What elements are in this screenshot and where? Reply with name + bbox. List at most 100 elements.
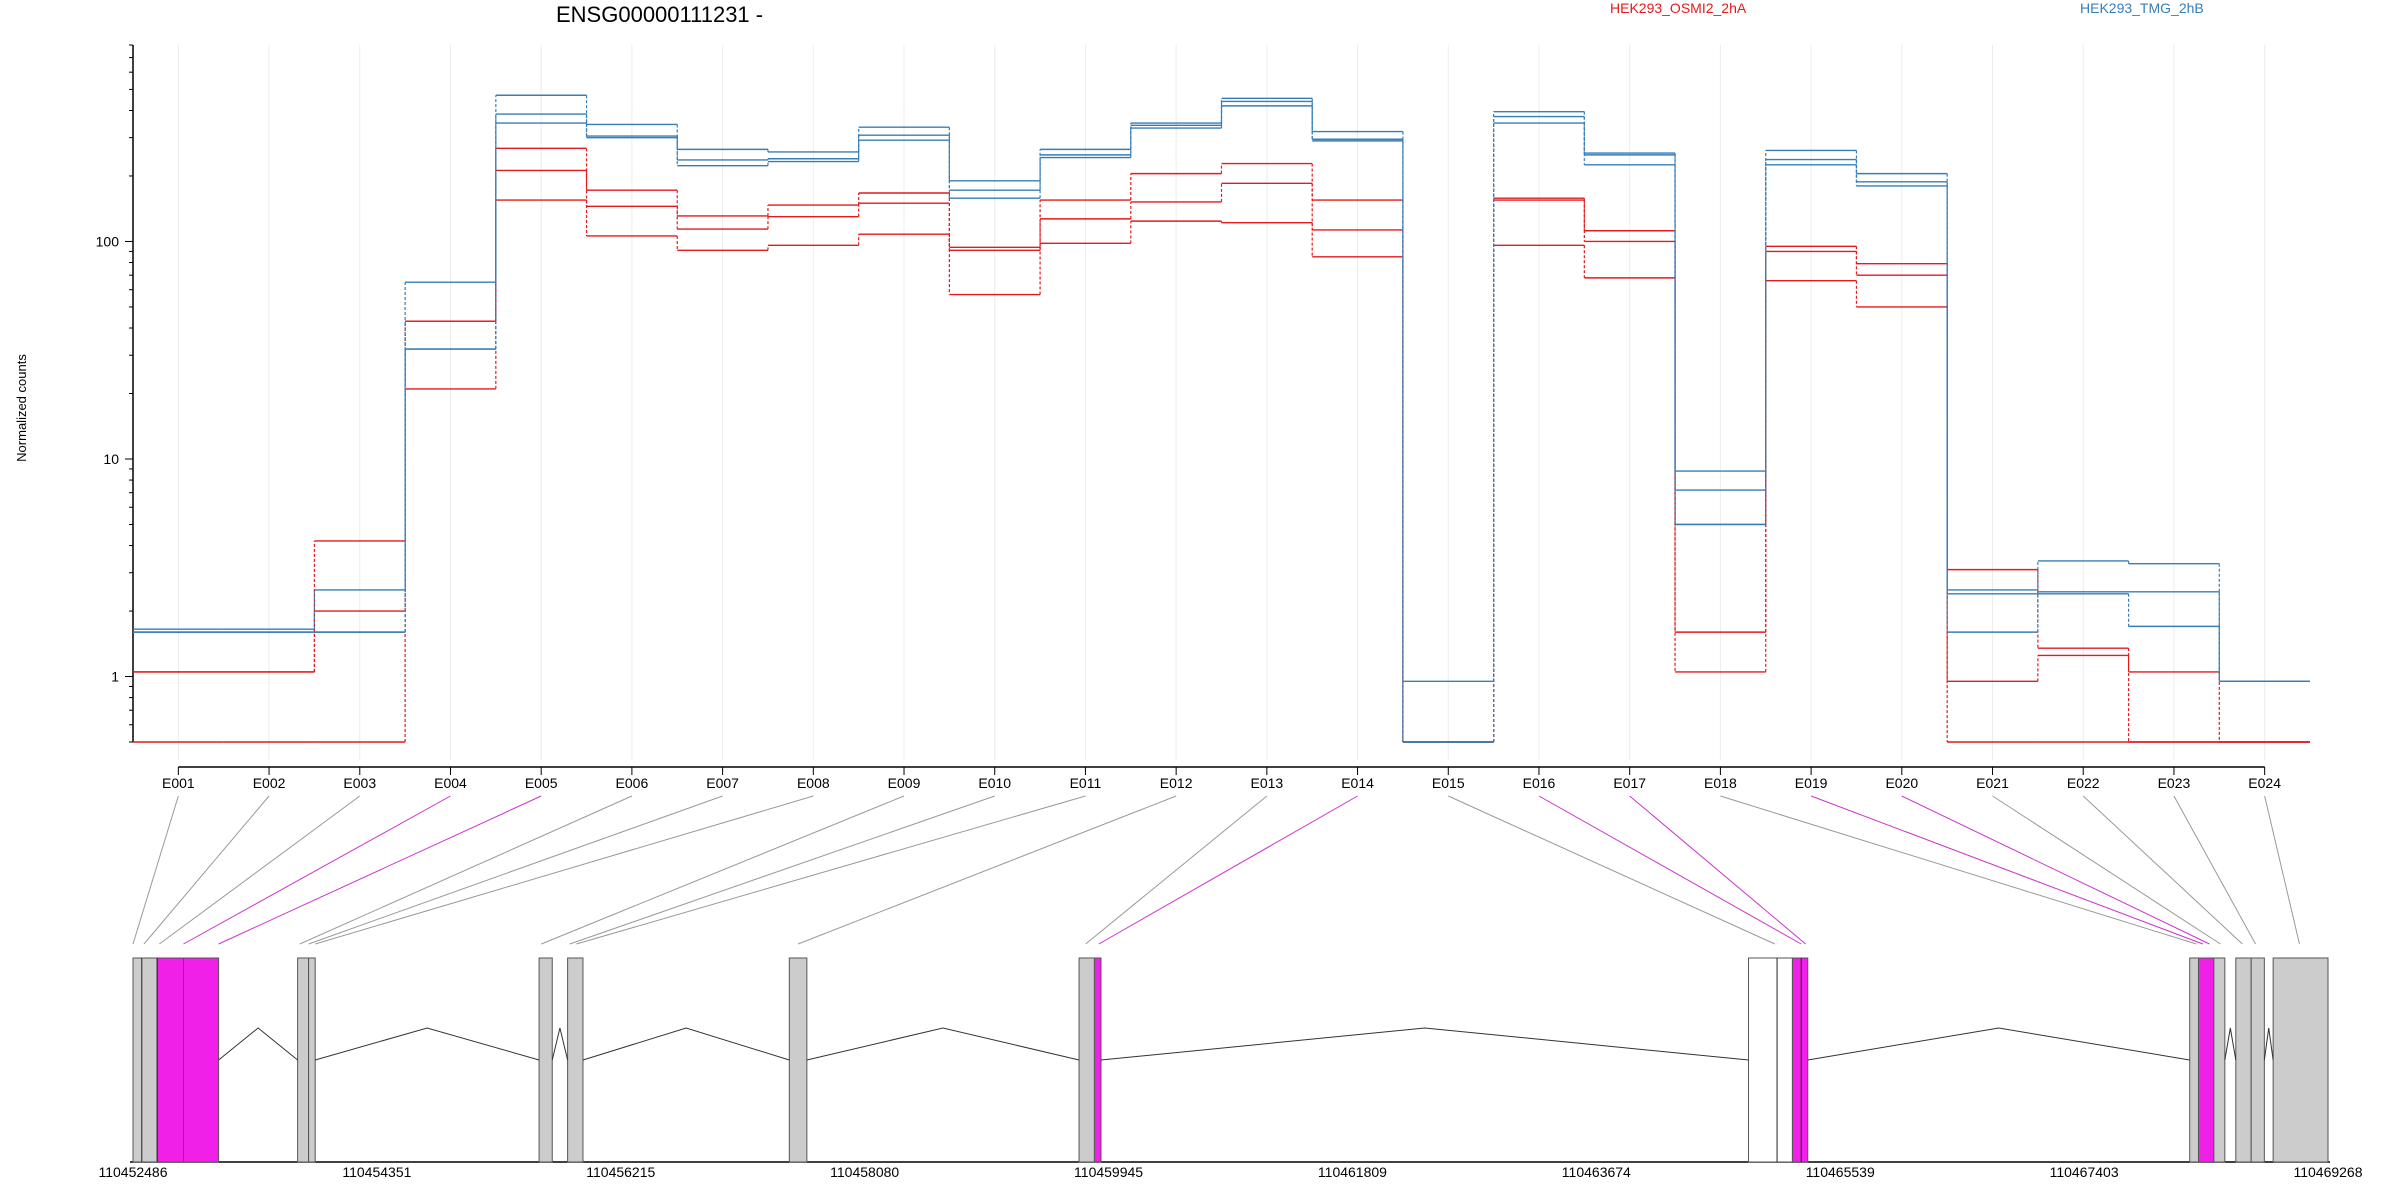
exon-mapping-line bbox=[1085, 795, 1268, 945]
exon-box bbox=[1093, 957, 1102, 1163]
exon-box bbox=[132, 957, 158, 1163]
exon-box bbox=[297, 957, 310, 1163]
coordinate-label: 110459945 bbox=[1074, 1164, 1143, 1180]
exon-box bbox=[2250, 957, 2265, 1163]
exon-mapping-line bbox=[132, 795, 179, 945]
exon-tick-label: E004 bbox=[434, 775, 467, 791]
exon-mapping-line bbox=[299, 795, 633, 945]
exon-box bbox=[788, 957, 808, 1163]
coordinate-label: 110461809 bbox=[1318, 1164, 1387, 1180]
exon-mapping-line bbox=[2264, 795, 2300, 945]
exon-tick-labels: E001 E002 E003 E004 E005 E006 E007 E008 E009 E010… bbox=[162, 775, 2281, 791]
exon-box bbox=[156, 957, 184, 1163]
exon-mapping-line bbox=[315, 795, 814, 945]
exon-tick-label: E007 bbox=[706, 775, 739, 791]
exon-mapping-line bbox=[576, 795, 1086, 945]
exon-tick-label: E001 bbox=[162, 775, 195, 791]
exon-tick-label: E014 bbox=[1341, 775, 1374, 791]
exon-box bbox=[538, 957, 553, 1163]
exon-box bbox=[182, 957, 220, 1163]
coordinate-label: 110467403 bbox=[2050, 1164, 2119, 1180]
coordinate-label: 110452486 bbox=[98, 1164, 167, 1180]
exon-tick-label: E013 bbox=[1251, 775, 1284, 791]
legend-label-osmi: HEK293_OSMI2_2hA bbox=[1610, 0, 1747, 16]
exon-box bbox=[1791, 957, 1809, 1163]
exon-box bbox=[2213, 957, 2226, 1163]
exon-mapping-line bbox=[143, 795, 270, 945]
exon-tick-label: E023 bbox=[2158, 775, 2191, 791]
exon-tick-label: E010 bbox=[978, 775, 1011, 791]
exon-tick-label: E006 bbox=[616, 775, 649, 791]
intron-line bbox=[582, 1027, 790, 1061]
intron-line bbox=[1807, 1027, 2190, 1061]
exon-mapping-lines bbox=[132, 795, 2300, 945]
exon-mapping-line bbox=[2173, 795, 2257, 945]
exon-mapping-line bbox=[1992, 795, 2221, 945]
exon-tick-label: E016 bbox=[1523, 775, 1556, 791]
series-HEK293_OSMI2_2hA bbox=[133, 147, 2310, 743]
exon-mapping-line bbox=[183, 795, 451, 945]
series-HEK293_TMG_2hB bbox=[133, 94, 2310, 743]
exon-tick-label: E017 bbox=[1613, 775, 1646, 791]
exon-tick-label: E020 bbox=[1885, 775, 1918, 791]
exon-mapping-line bbox=[569, 795, 995, 945]
intron-line bbox=[1100, 1027, 1749, 1061]
exon-tick-label: E015 bbox=[1432, 775, 1465, 791]
exon-mapping-line bbox=[1098, 795, 1358, 945]
coordinate-label: 110456215 bbox=[586, 1164, 655, 1180]
series-HEK293_OSMI2_2hA bbox=[133, 199, 2310, 743]
coordinate-label: 110458080 bbox=[830, 1164, 899, 1180]
exon-mapping-line bbox=[1810, 795, 2204, 945]
series-HEK293_OSMI2_2hA bbox=[133, 169, 2310, 743]
exon-box bbox=[567, 957, 584, 1163]
intron-line bbox=[806, 1027, 1080, 1061]
grid-lines bbox=[177, 45, 2266, 760]
coordinate-label: 110465539 bbox=[1806, 1164, 1875, 1180]
exon-tick-label: E005 bbox=[525, 775, 558, 791]
exon-tick-label: E008 bbox=[797, 775, 830, 791]
coordinate-label: 110463674 bbox=[1562, 1164, 1631, 1180]
exon-tick-label: E022 bbox=[2067, 775, 2100, 791]
exon-mapping-line bbox=[2082, 795, 2243, 945]
y-axis-label: Normalized counts bbox=[14, 354, 29, 462]
exon-tick-label: E019 bbox=[1795, 775, 1828, 791]
axes: 1 10 100 bbox=[96, 44, 2266, 775]
exon-tick-label: E003 bbox=[343, 775, 376, 791]
exon-mapping-line bbox=[797, 795, 1177, 945]
exon-mapping-line bbox=[1448, 795, 1776, 945]
y-tick-label: 10 bbox=[103, 451, 119, 467]
exon-tick-label: E009 bbox=[888, 775, 921, 791]
intron-line bbox=[2224, 1027, 2237, 1061]
intron-line bbox=[2263, 1027, 2274, 1061]
coordinate-label: 110454351 bbox=[342, 1164, 411, 1180]
gene-model: 110452486 110454351 110456215 110458080 1104… bbox=[98, 957, 2363, 1180]
y-tick-label: 1 bbox=[111, 669, 119, 685]
intron-line bbox=[315, 1027, 540, 1061]
exon-box bbox=[2235, 957, 2252, 1163]
exon-tick-label: E002 bbox=[253, 775, 286, 791]
exon-mapping-line bbox=[541, 795, 905, 945]
exon-box bbox=[2197, 957, 2215, 1163]
exon-mapping-line bbox=[218, 795, 542, 945]
coordinate-label: 110469268 bbox=[2293, 1164, 2362, 1180]
chart-title: ENSG00000111231 - bbox=[556, 2, 763, 27]
exon-mapping-line bbox=[1629, 795, 1806, 945]
exon-box bbox=[1748, 957, 1793, 1163]
exon-tick-label: E024 bbox=[2248, 775, 2281, 791]
exon-tick-label: E021 bbox=[1976, 775, 2009, 791]
exon-mapping-line bbox=[308, 795, 723, 945]
exon-mapping-line bbox=[1720, 795, 2197, 945]
exon-box bbox=[308, 957, 316, 1163]
exon-tick-label: E011 bbox=[1070, 775, 1102, 791]
exon-mapping-line bbox=[159, 795, 361, 945]
series-lines bbox=[133, 94, 2310, 743]
series-HEK293_TMG_2hB bbox=[133, 105, 2310, 683]
series-HEK293_TMG_2hB bbox=[133, 100, 2310, 743]
y-tick-label: 100 bbox=[96, 233, 120, 249]
intron-line bbox=[551, 1027, 569, 1061]
exon-tick-label: E018 bbox=[1704, 775, 1737, 791]
exon-box bbox=[2272, 957, 2329, 1163]
exon-box bbox=[2189, 957, 2199, 1163]
exon-mapping-line bbox=[1538, 795, 1802, 945]
